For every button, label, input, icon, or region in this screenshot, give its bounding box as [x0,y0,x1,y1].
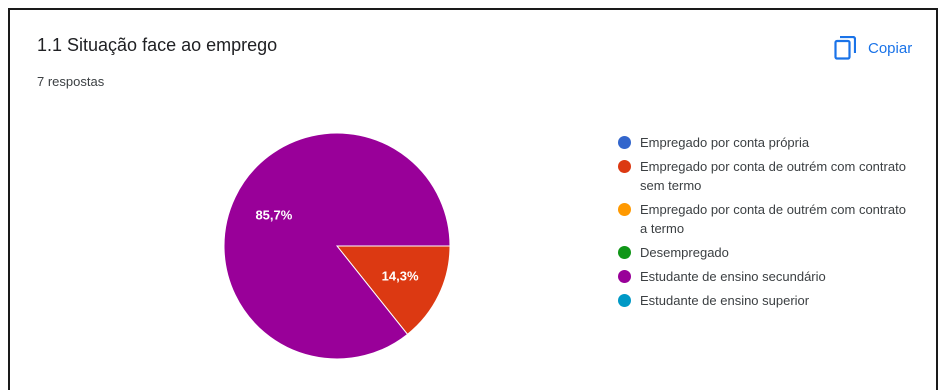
pie-chart: 14,3% 85,7% [223,132,451,360]
legend-item[interactable]: Desempregado [618,243,918,262]
legend-item[interactable]: Estudante de ensino superior [618,291,918,310]
pie-slice[interactable] [223,132,451,360]
legend-item[interactable]: Empregado por conta de outrém com contra… [618,200,918,238]
question-card: 1.1 Situação face ao emprego 7 respostas… [8,8,938,390]
copy-icon [834,36,856,60]
response-count: 7 respostas [37,74,105,89]
legend-item[interactable]: Empregado por conta própria [618,133,918,152]
legend-dot [618,270,631,283]
slice-label: 85,7% [255,208,292,223]
legend-dot [618,246,631,259]
legend-label: Empregado por conta própria [640,135,810,150]
legend-label: Empregado por conta de outrém com contra… [640,159,906,193]
legend-item[interactable]: Empregado por conta de outrém com contra… [618,157,918,195]
chart-legend: Empregado por conta própria Empregado por… [618,133,918,315]
legend-label: Estudante de ensino secundário [640,269,826,284]
slice-label: 14,3% [382,268,419,283]
legend-label: Desempregado [640,245,729,260]
legend-label: Estudante de ensino superior [640,293,810,308]
copy-button[interactable]: Copiar [834,32,912,64]
copy-label: Copiar [868,39,913,57]
legend-dot [618,160,631,173]
legend-label: Empregado por conta de outrém com contra… [640,202,906,236]
legend-item[interactable]: Estudante de ensino secundário [618,267,918,286]
legend-dot [618,203,631,216]
legend-dot [618,136,631,149]
question-title: 1.1 Situação face ao emprego [37,35,278,55]
pie-slice[interactable] [335,245,451,336]
legend-dot [618,294,631,307]
